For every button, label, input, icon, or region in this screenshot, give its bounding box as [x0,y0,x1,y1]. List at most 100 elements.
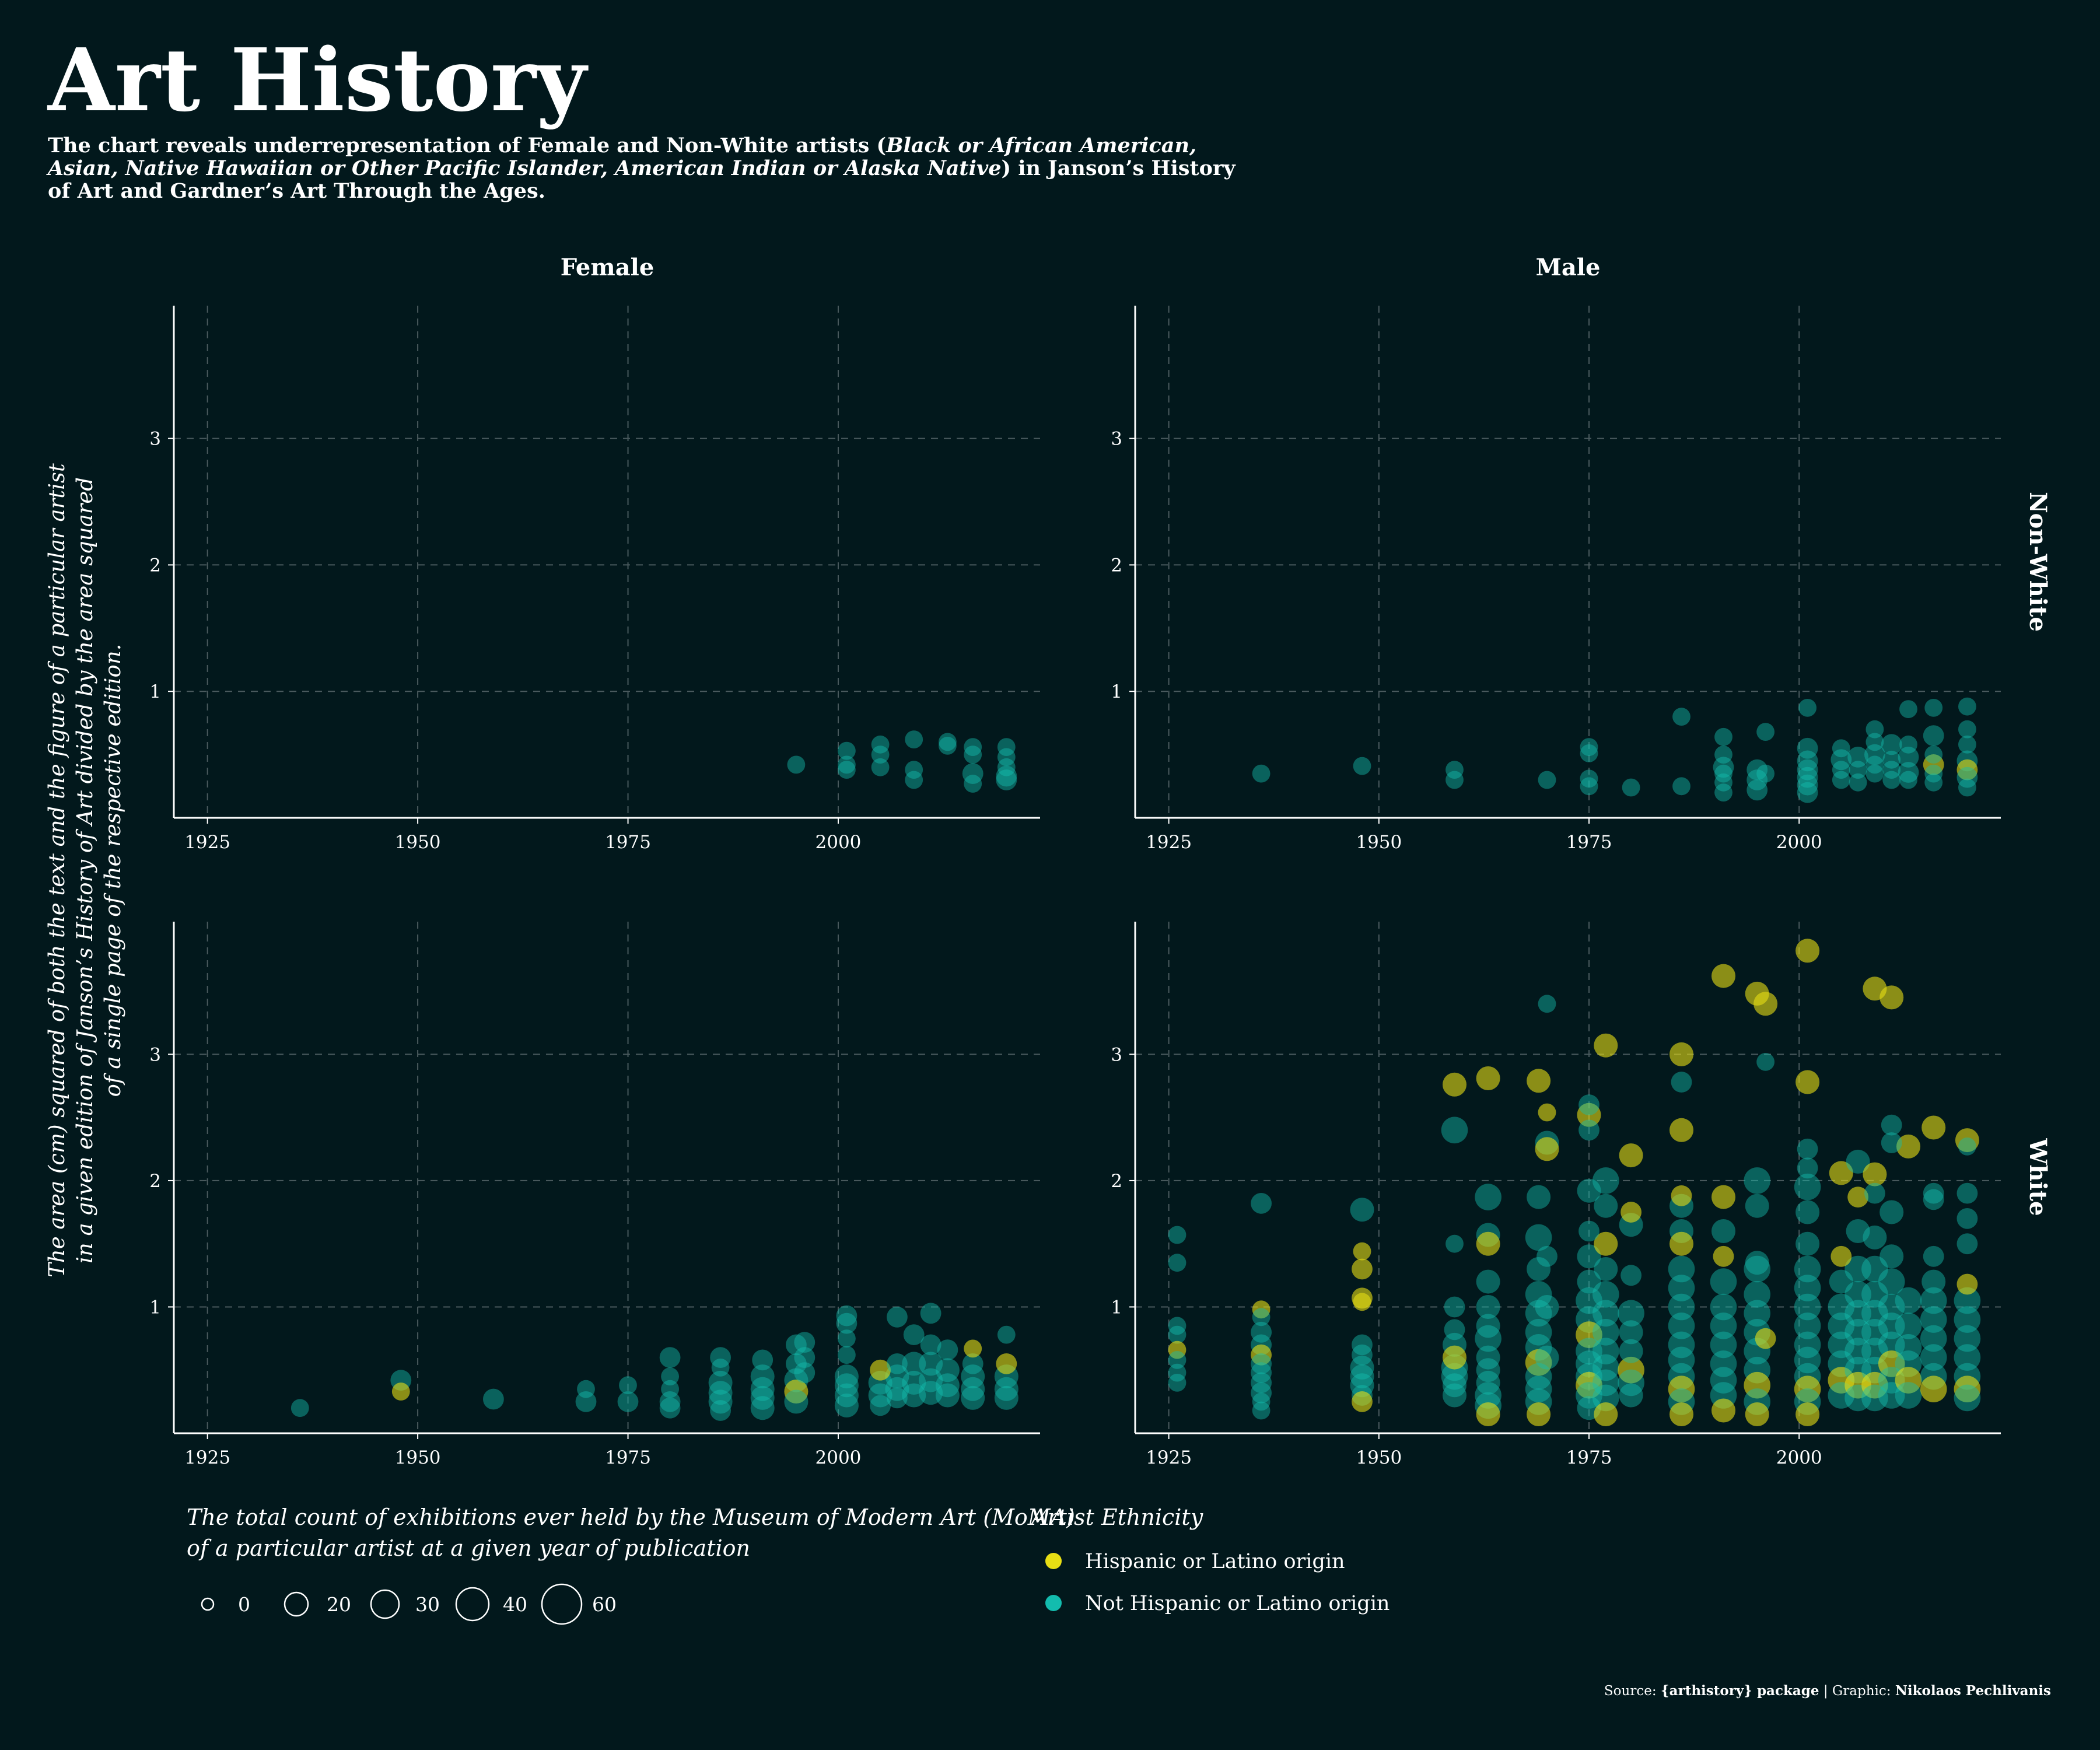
data-point [1957,759,1978,780]
data-point [1446,761,1464,779]
facet-label-male: Male [1536,254,1601,281]
data-point [1831,749,1852,771]
data-point [1955,1128,1979,1153]
data-point [1796,1402,1820,1426]
data-point [1878,1293,1905,1321]
data-point [1251,1192,1272,1214]
data-point [1594,1257,1618,1281]
data-point [997,758,1016,776]
data-point [1594,1402,1618,1426]
data-point [1745,1402,1769,1426]
data-point [1576,1321,1602,1348]
data-point [1849,761,1867,779]
data-point [1710,1293,1737,1321]
color-legend-label: Not Hispanic or Latino origin [1085,1592,1390,1615]
data-point [1538,1103,1556,1122]
y-tick-label: 3 [149,429,161,450]
data-point [1353,757,1371,775]
data-point [1710,1312,1737,1339]
data-point [1957,1233,1978,1255]
y-axis-title-line: in a given edition of Janson’s History o… [72,477,97,1264]
panel-female-non-white: 1925 1950 1975 2000 1 2 3 [149,306,1040,853]
data-point [836,1312,858,1334]
subtitle-text-part2: ) in Janson’s History of Art and Gardner… [48,156,1236,204]
size-legend-title-line2: of a particular artist at a given year o… [187,1535,750,1562]
y-axis-title-line: The area (cm) squared of both the text a… [44,463,69,1278]
data-point [1920,1344,1947,1371]
data-point [1714,746,1732,764]
size-legend-key-40 [455,1587,490,1622]
data-point [1525,1224,1552,1251]
data-point [1899,700,1917,718]
data-point [1352,1258,1373,1280]
data-point [1863,1162,1887,1186]
y-tick-label: 1 [149,1297,161,1318]
data-point [659,1391,681,1412]
data-point [1797,750,1818,772]
data-point [1744,1371,1770,1399]
data-point [752,1349,774,1371]
data-point [659,1347,681,1368]
data-point [1592,1300,1619,1327]
data-point [1668,1255,1695,1283]
data-point [919,1352,943,1376]
subtitle-text-part1: The chart reveals underrepresentation of… [48,134,887,158]
data-point [1861,1384,1888,1412]
data-point [1168,1351,1186,1369]
data-point [1920,1287,1947,1314]
data-point [834,1364,859,1389]
data-point [834,1393,859,1418]
data-point [964,746,982,764]
data-point [1832,771,1850,789]
data-point [1797,782,1818,803]
x-tick-label: 2000 [816,832,862,853]
data-point [1881,1114,1902,1136]
data-point [1577,1269,1601,1294]
data-point [1745,1194,1769,1218]
data-point [1446,1234,1464,1253]
panel-female-white: 1925 1950 1975 2000 1 2 3 [149,922,1040,1468]
data-point [1168,1340,1186,1359]
data-point [1958,778,1976,797]
data-point [1954,1325,1981,1352]
y-tick-label: 2 [1111,1171,1122,1192]
data-point [962,1353,984,1374]
data-point [1352,1344,1373,1366]
data-point [1592,1369,1619,1396]
data-point [1882,761,1901,779]
data-point [1252,764,1270,783]
y-tick-label: 2 [149,1171,161,1192]
data-point [1756,723,1775,741]
data-point [939,737,957,755]
data-point [1350,1373,1374,1398]
data-point [1527,1185,1551,1209]
data-point [1252,1308,1270,1326]
data-point [1619,1383,1643,1408]
data-point [1866,733,1884,751]
data-point [1527,1402,1551,1426]
size-legend-key-20 [284,1591,309,1617]
data-point [1756,1053,1775,1071]
x-tick-label: 2000 [1776,832,1822,853]
subtitle-italic-groups: Black or African American, Asian, Native… [48,134,1197,181]
data-point [1580,738,1598,756]
data-point [838,755,856,774]
data-point [1592,1281,1619,1308]
x-tick-label: 1975 [605,832,651,853]
caption: Source: {arthistory} package | Graphic: … [1604,1683,2051,1699]
data-point [1476,1295,1500,1319]
data-point [1712,1219,1735,1243]
data-point [1878,1350,1905,1377]
data-point [885,1377,909,1401]
data-point [1864,1182,1885,1204]
data-point [794,1332,816,1353]
data-point [1880,985,1904,1010]
data-point [885,1364,909,1389]
data-point [1671,1072,1692,1093]
data-point [1899,771,1917,789]
facet-label-non-white: Non-White [2024,492,2052,632]
data-point [1443,1383,1466,1408]
data-point [1527,1069,1551,1093]
data-point [1923,1245,1944,1267]
data-point [1525,1363,1552,1390]
